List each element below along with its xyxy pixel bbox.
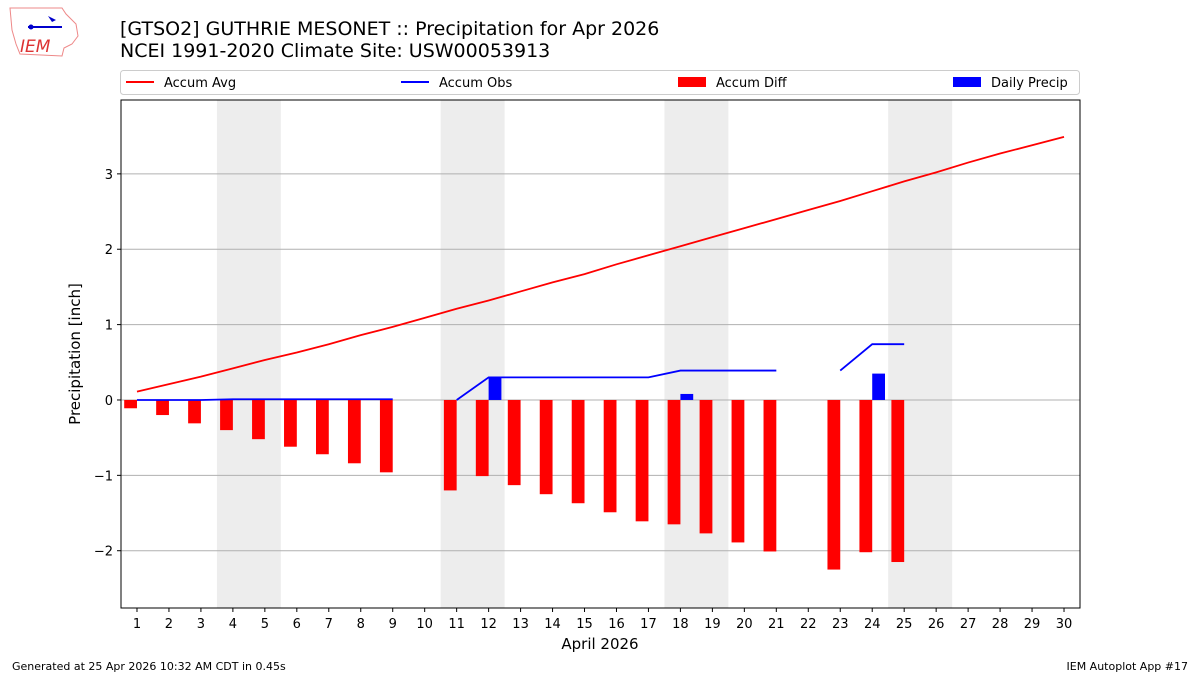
x-tick-label: 28 <box>992 617 1009 632</box>
accum-diff-bar <box>443 399 457 491</box>
x-tick-label: 30 <box>1056 617 1073 632</box>
legend-label: Accum Avg <box>164 76 236 91</box>
x-tick-label: 22 <box>800 617 817 632</box>
accum-diff-bar <box>827 399 841 570</box>
y-tick-label: −2 <box>94 545 113 560</box>
x-tick-label: 16 <box>608 617 625 632</box>
x-tick-label: 11 <box>448 617 465 632</box>
x-tick-label: 21 <box>768 617 785 632</box>
accum-diff-bar <box>284 399 297 447</box>
accum-obs-line <box>136 398 393 401</box>
x-tick-label: 18 <box>672 617 689 632</box>
accum-diff-bar <box>379 399 393 473</box>
y-tick-label: 3 <box>105 168 113 183</box>
accum-diff-bar <box>667 399 681 525</box>
x-tick-label: 3 <box>197 617 205 632</box>
y-axis-label: Precipitation [inch] <box>66 283 84 425</box>
accum-diff-bar <box>475 399 489 477</box>
x-tick-label: 4 <box>229 617 237 632</box>
x-axis-label: April 2026 <box>561 635 638 653</box>
accum-diff-bar <box>220 399 233 431</box>
x-tick-label: 14 <box>544 617 561 632</box>
accum-diff-bar <box>188 399 201 424</box>
daily-precip-bar <box>872 373 886 400</box>
y-tick-label: 0 <box>105 394 113 409</box>
accum-obs-line <box>839 343 905 372</box>
accum-diff-bar <box>571 399 585 504</box>
accum-diff-bar <box>539 399 553 495</box>
x-tick-label: 26 <box>928 617 945 632</box>
x-tick-label: 15 <box>576 617 593 632</box>
accum-diff-bar <box>315 399 329 455</box>
chart-subtitle: NCEI 1991-2020 Climate Site: USW00053913 <box>120 40 550 62</box>
svg-text:IEM: IEM <box>20 37 51 57</box>
x-tick-label: 27 <box>960 617 977 632</box>
weekend-shading <box>216 100 281 608</box>
plot-frame <box>120 99 1081 609</box>
x-tick-label: 12 <box>480 617 497 632</box>
legend-swatch <box>678 77 706 87</box>
footer-generated: Generated at 25 Apr 2026 10:32 AM CDT in… <box>12 660 286 673</box>
legend-label: Accum Obs <box>439 76 512 91</box>
x-tick-label: 6 <box>293 617 301 632</box>
accum-diff-bar <box>763 399 777 552</box>
accum-diff-bar <box>603 399 617 513</box>
y-tick-label: 2 <box>105 243 113 258</box>
x-tick-label: 1 <box>133 617 141 632</box>
accum-diff-bar <box>699 399 713 534</box>
x-tick-label: 19 <box>704 617 721 632</box>
x-tick-label: 8 <box>357 617 365 632</box>
x-tick-label: 10 <box>416 617 433 632</box>
accum-obs-line <box>456 369 777 401</box>
x-tick-label: 9 <box>389 617 397 632</box>
accum-avg-line <box>136 136 1065 393</box>
accum-diff-bar <box>156 399 169 416</box>
x-tick-label: 17 <box>640 617 657 632</box>
accum-diff-bar <box>347 399 361 464</box>
weekend-shading <box>440 100 505 608</box>
daily-precip-bar <box>680 393 694 400</box>
legend-label: Daily Precip <box>991 76 1068 91</box>
footer-app: IEM Autoplot App #17 <box>1067 660 1189 673</box>
x-tick-label: 13 <box>512 617 529 632</box>
x-tick-label: 7 <box>325 617 333 632</box>
daily-precip-bar <box>488 377 502 400</box>
accum-diff-bar <box>507 399 521 486</box>
x-tick-label: 29 <box>1024 617 1041 632</box>
x-tick-label: 25 <box>896 617 913 632</box>
iem-logo: IEM <box>9 7 79 57</box>
accum-diff-bar <box>891 399 905 563</box>
y-tick-label: 1 <box>105 319 113 334</box>
x-tick-label: 24 <box>864 617 881 632</box>
chart-title: [GTSO2] GUTHRIE MESONET :: Precipitation… <box>120 18 659 40</box>
y-tick-label: −1 <box>94 469 113 484</box>
x-tick-label: 23 <box>832 617 849 632</box>
accum-diff-bar <box>859 399 873 553</box>
x-tick-label: 2 <box>165 617 173 632</box>
accum-diff-bar <box>635 399 649 522</box>
legend-swatch <box>953 77 981 87</box>
x-tick-label: 20 <box>736 617 753 632</box>
legend-label: Accum Diff <box>716 76 788 91</box>
legend: Accum Avg Accum Obs Accum Diff Daily Precip <box>120 70 1080 95</box>
x-tick-label: 5 <box>261 617 269 632</box>
accum-diff-bar <box>731 399 745 543</box>
accum-diff-bar <box>124 399 137 409</box>
accum-diff-bar <box>252 399 265 440</box>
weekend-shading <box>664 100 729 608</box>
